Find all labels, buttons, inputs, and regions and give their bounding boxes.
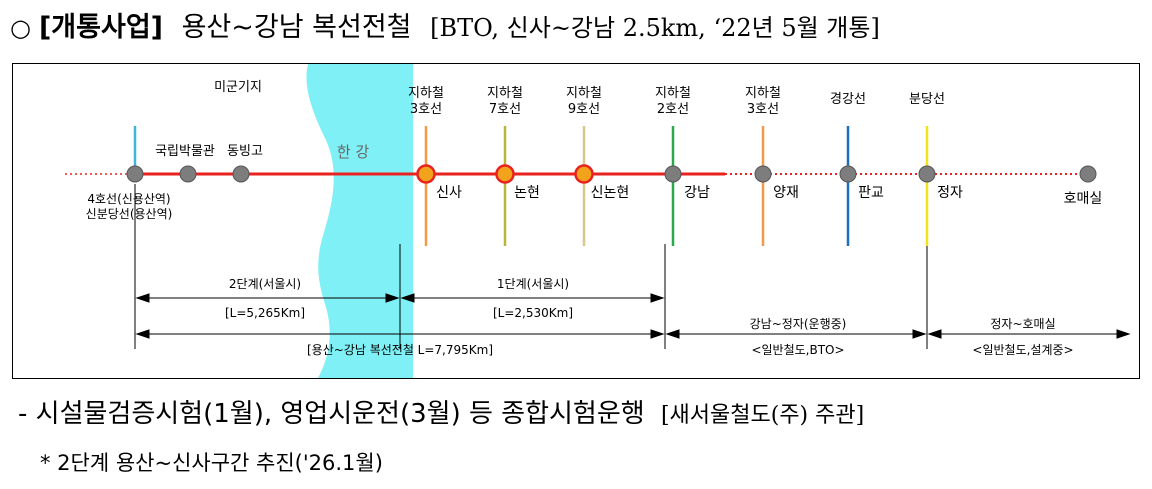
station-jeongja [918,165,936,183]
span-jeongja-homaesil-sub: <일반철도,설계중> [972,343,1073,357]
station-nonhyeon [495,164,515,184]
span-phase2-sub: [L=5,265Km] [225,306,305,320]
note-line-1-org: [새서울철도(주) 주관] [660,403,865,428]
transfer-label-3-sinsa: 지하철 [408,86,444,101]
station-yongsan [126,165,144,183]
note-line-1: - 시설물검증시험(1월), 영업시운전(3월) 등 종합시험운행 [새서울철도… [18,394,864,434]
heading-title: 용산~강남 복선전철 [181,12,412,43]
bullet-circle-icon: ○ [10,14,31,42]
river-label: 한 강 [337,143,370,161]
transfer-label-9: 지하철 [566,86,602,101]
span-phase2-label: 2단계(서울시) [229,277,301,291]
station-gangnam [664,165,682,183]
heading: ○ [개통사업] 용산~강남 복선전철 [BTO, 신사~강남 2.5km, ‘2… [10,8,1150,48]
transfer-label-bundang: 분당선 [909,92,945,107]
note-line-2: * 2단계 용산~신사구간 추진('26.1월) [40,451,383,475]
station-label-gangnam: 강남 [684,185,710,201]
span-phase1-sub: [L=2,530Km] [493,306,573,320]
station-label-nonhyeon: 논현 [514,185,540,201]
station-sinnonhyeon [574,164,594,184]
station-label-museum: 국립박물관 [155,144,215,159]
station-label-yongsan: 4호선(신용산역) [87,192,170,206]
span-gangnam-jeongja-label: 강남~정자(운행중) [750,316,847,331]
river-shape [306,64,413,378]
station-pangyo [839,165,857,183]
span-phase1-label: 1단계(서울시) [497,277,569,291]
route-diagram: 미군기지 한 강 지하철 3호선 지하철 7호선 지하철 9호선 지하철 2호선 지 [65,64,1131,378]
area-label: 미군기지 [214,80,262,95]
transfer-label-gyeonggang: 경강선 [830,92,866,107]
station-label-sinsa: 신사 [436,185,462,201]
svg-text:4호선(신용산역)신분당선(용산역): 4호선(신용산역) 신분당선(용산역) [86,192,173,221]
station-label-sinnonhyeon: 신논현 [591,185,630,201]
station-yangjae [754,165,772,183]
transfer-label-3-yangjae: 지하철 [745,86,781,101]
transfer-label-7: 지하철 [487,86,523,101]
station-label-yangjae: 양재 [773,185,799,201]
station-homaesil [1079,165,1097,183]
span-jeongja-homaesil-label: 정자~호매실 [990,317,1055,331]
span-total-label: [용산~강남 복선전철 L=7,795Km] [307,343,493,357]
station-museum [179,165,197,183]
transfer-label-2: 지하철 [655,86,691,101]
route-diagram-frame: 미군기지 한 강 지하철 3호선 지하철 7호선 지하철 9호선 지하철 2호선 지 [12,63,1140,379]
station-sinsa [416,164,436,184]
station-dongbinggo [232,165,250,183]
station-label-pangyo: 판교 [858,185,884,201]
span-gangnam-jeongja-sub: <일반철도,BTO> [751,343,844,357]
heading-tag: [개통사업] [38,12,163,43]
station-label-homaesil: 호매실 [1064,191,1103,207]
heading-detail: [BTO, 신사~강남 2.5km, ‘22년 5월 개통] [430,14,880,42]
station-label-dongbinggo: 동빙고 [227,144,263,159]
station-label-jeongja: 정자 [937,185,963,201]
note-line-1-main: - 시설물검증시험(1월), 영업시운전(3월) 등 종합시험운행 [18,399,645,429]
